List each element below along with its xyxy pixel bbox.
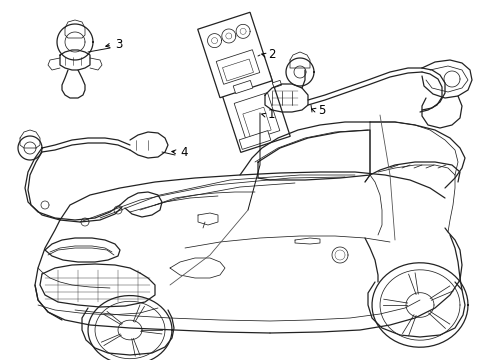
Polygon shape — [216, 50, 260, 84]
Text: 2: 2 — [268, 49, 275, 62]
Text: 1: 1 — [268, 108, 275, 122]
Polygon shape — [243, 107, 271, 137]
Polygon shape — [220, 72, 290, 152]
Polygon shape — [234, 93, 280, 141]
Polygon shape — [233, 80, 253, 94]
Text: 5: 5 — [318, 104, 325, 117]
Text: 3: 3 — [115, 39, 122, 51]
Polygon shape — [198, 12, 272, 98]
Polygon shape — [272, 80, 282, 87]
Polygon shape — [239, 131, 271, 149]
Text: 4: 4 — [180, 145, 188, 158]
Polygon shape — [222, 59, 253, 81]
Polygon shape — [228, 80, 238, 87]
